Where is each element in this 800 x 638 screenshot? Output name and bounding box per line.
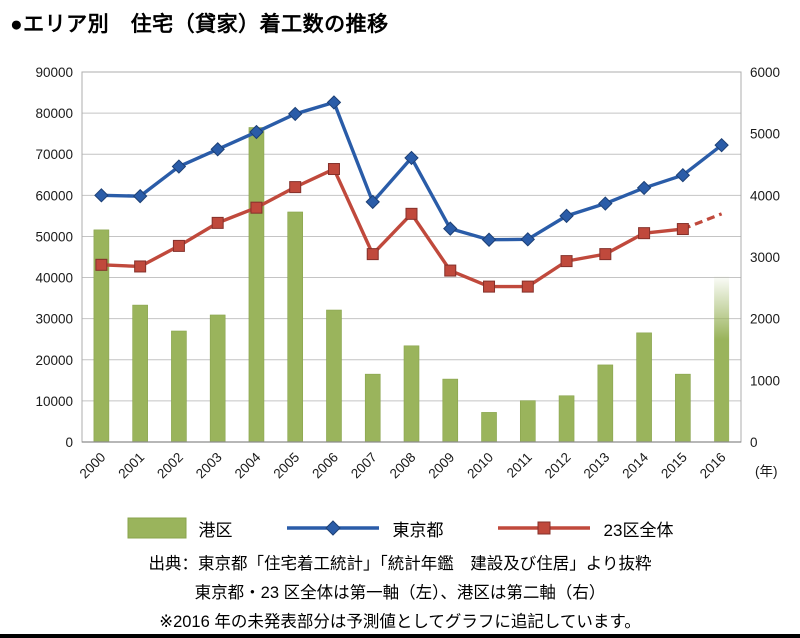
svg-text:70000: 70000 — [35, 147, 73, 162]
chart-svg: 0100002000030000400005000060000700008000… — [35, 65, 780, 482]
svg-text:2002: 2002 — [154, 450, 186, 482]
legend-label-23wards: 23区全体 — [603, 520, 674, 540]
svg-text:80000: 80000 — [35, 106, 73, 121]
legend-item-tokyo: 東京都 — [285, 516, 444, 541]
bar-swatch-icon — [127, 517, 187, 539]
bottom-rule — [0, 634, 800, 638]
forecast-note: ※2016 年の未発表部分は予測値としてグラフに追記しています。 — [159, 613, 641, 631]
source-note: 出典：東京都「住宅着工統計」「統計年鑑 建設及び住居」より抜粋 — [148, 555, 652, 573]
svg-text:2005: 2005 — [270, 450, 302, 482]
svg-text:2011: 2011 — [504, 450, 535, 481]
svg-text:2015: 2015 — [658, 450, 690, 482]
svg-text:4000: 4000 — [750, 188, 780, 203]
svg-text:2004: 2004 — [232, 449, 264, 481]
svg-text:(年): (年) — [755, 464, 778, 479]
svg-text:2001: 2001 — [115, 450, 147, 482]
svg-text:2013: 2013 — [581, 450, 613, 482]
svg-text:30000: 30000 — [35, 312, 73, 327]
svg-text:6000: 6000 — [750, 65, 780, 80]
svg-text:20000: 20000 — [35, 353, 73, 368]
legend-label-minato: 港区 — [198, 520, 233, 540]
svg-text:2008: 2008 — [387, 450, 419, 482]
svg-text:50000: 50000 — [35, 229, 73, 244]
legend-item-minato: 港区 — [127, 516, 233, 541]
svg-text:40000: 40000 — [35, 271, 73, 286]
svg-text:2003: 2003 — [193, 450, 225, 482]
line-square-swatch-icon — [497, 521, 590, 535]
svg-text:90000: 90000 — [35, 65, 73, 80]
line-series-2 — [95, 163, 723, 293]
chart-footnotes: 出典：東京都「住宅着工統計」「統計年鑑 建設及び住居」より抜粋 東京都・23 区… — [0, 550, 800, 637]
line-diamond-swatch-icon — [286, 520, 379, 536]
bar-series-0 — [93, 127, 730, 443]
legend-label-tokyo: 東京都 — [392, 520, 444, 540]
svg-text:2007: 2007 — [348, 450, 380, 482]
svg-text:2012: 2012 — [542, 450, 574, 482]
axis-note: 東京都・23 区全体は第一軸（左）、港区は第二軸（右） — [194, 584, 606, 602]
svg-text:0: 0 — [750, 435, 758, 450]
chart-legend: 港区 東京都 23区全体 — [0, 510, 800, 546]
svg-text:2000: 2000 — [750, 312, 780, 327]
chart-title: ●エリア別 住宅（貸家）着工数の推移 — [10, 13, 389, 36]
line-series-1 — [94, 95, 729, 247]
svg-text:1000: 1000 — [750, 373, 780, 388]
svg-text:3000: 3000 — [750, 250, 780, 265]
svg-text:2006: 2006 — [309, 450, 341, 482]
svg-text:2010: 2010 — [464, 450, 496, 482]
svg-text:0: 0 — [65, 435, 73, 450]
svg-text:2016: 2016 — [697, 450, 729, 482]
svg-text:2000: 2000 — [77, 450, 109, 482]
svg-text:2009: 2009 — [426, 450, 458, 482]
svg-text:2014: 2014 — [619, 449, 651, 481]
svg-text:60000: 60000 — [35, 188, 73, 203]
legend-item-23wards: 23区全体 — [496, 516, 674, 541]
svg-text:5000: 5000 — [750, 127, 780, 142]
svg-text:10000: 10000 — [35, 394, 73, 409]
